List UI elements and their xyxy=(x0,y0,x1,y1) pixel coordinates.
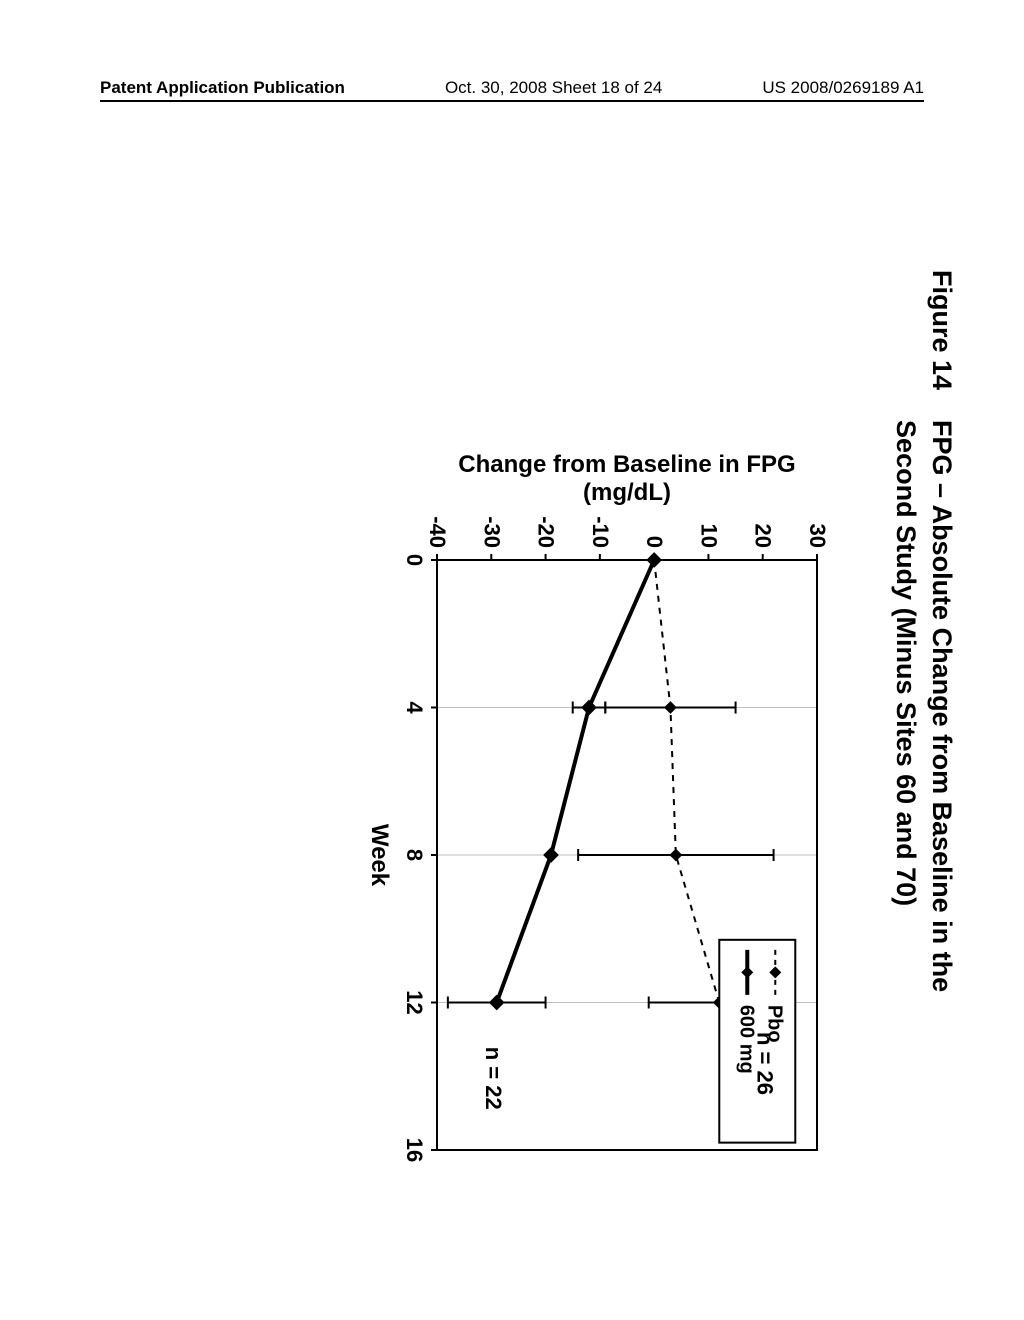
figure-content: Figure 14 FPG – Absolute Change from Bas… xyxy=(60,270,960,1030)
figure-caption-line1: FPG – Absolute Change from Baseline in t… xyxy=(924,420,960,992)
xtick-label: 8 xyxy=(402,849,427,861)
x-axis-label: Week xyxy=(366,824,393,887)
ytick-label: -30 xyxy=(479,516,504,548)
chart: -40 -30 -20 -10 0 10 20 30 0 4 8 12 16 Change from Ba… xyxy=(357,450,837,1170)
header-left: Patent Application Publication xyxy=(100,78,345,98)
figure-title: Figure 14 FPG – Absolute Change from Bas… xyxy=(887,270,960,1030)
ytick-label: -10 xyxy=(588,516,613,548)
svg-text:(mg/dL): (mg/dL) xyxy=(583,479,671,506)
annotation-drug_n: n = 22 xyxy=(481,1047,506,1110)
plot-area: -40 -30 -20 -10 0 10 20 30 0 4 8 12 16 Change from Ba… xyxy=(366,451,830,1162)
svg-text:Change from Baseline in FPG: Change from Baseline in FPG xyxy=(458,451,795,478)
header-right: US 2008/0269189 A1 xyxy=(762,78,924,98)
header-rule xyxy=(100,100,924,102)
ytick-label: -20 xyxy=(534,516,559,548)
xtick-label: 0 xyxy=(402,554,427,566)
page-header: Patent Application Publication Oct. 30, … xyxy=(100,78,924,98)
ytick-label: 20 xyxy=(751,524,776,548)
figure-caption-line2: Second Study (Minus Sites 60 and 70) xyxy=(887,420,923,992)
xtick-label: 16 xyxy=(402,1138,427,1162)
y-axis-label: Change from Baseline in FPG(mg/dL) xyxy=(458,451,795,506)
ytick-label: -40 xyxy=(425,516,450,548)
xtick-label: 4 xyxy=(402,701,427,714)
ytick-label: 0 xyxy=(642,536,667,548)
annotation-pbo_n: n = 26 xyxy=(752,1032,777,1095)
page: Patent Application Publication Oct. 30, … xyxy=(0,0,1024,1320)
figure-number: Figure 14 xyxy=(887,270,960,390)
ytick-label: 10 xyxy=(697,524,722,548)
ytick-label: 30 xyxy=(805,524,830,548)
header-center: Oct. 30, 2008 Sheet 18 of 24 xyxy=(445,78,662,98)
figure-caption: FPG – Absolute Change from Baseline in t… xyxy=(887,420,960,992)
chart-svg: -40 -30 -20 -10 0 10 20 30 0 4 8 12 16 Change from Ba… xyxy=(357,450,837,1170)
xtick-label: 12 xyxy=(402,990,427,1014)
